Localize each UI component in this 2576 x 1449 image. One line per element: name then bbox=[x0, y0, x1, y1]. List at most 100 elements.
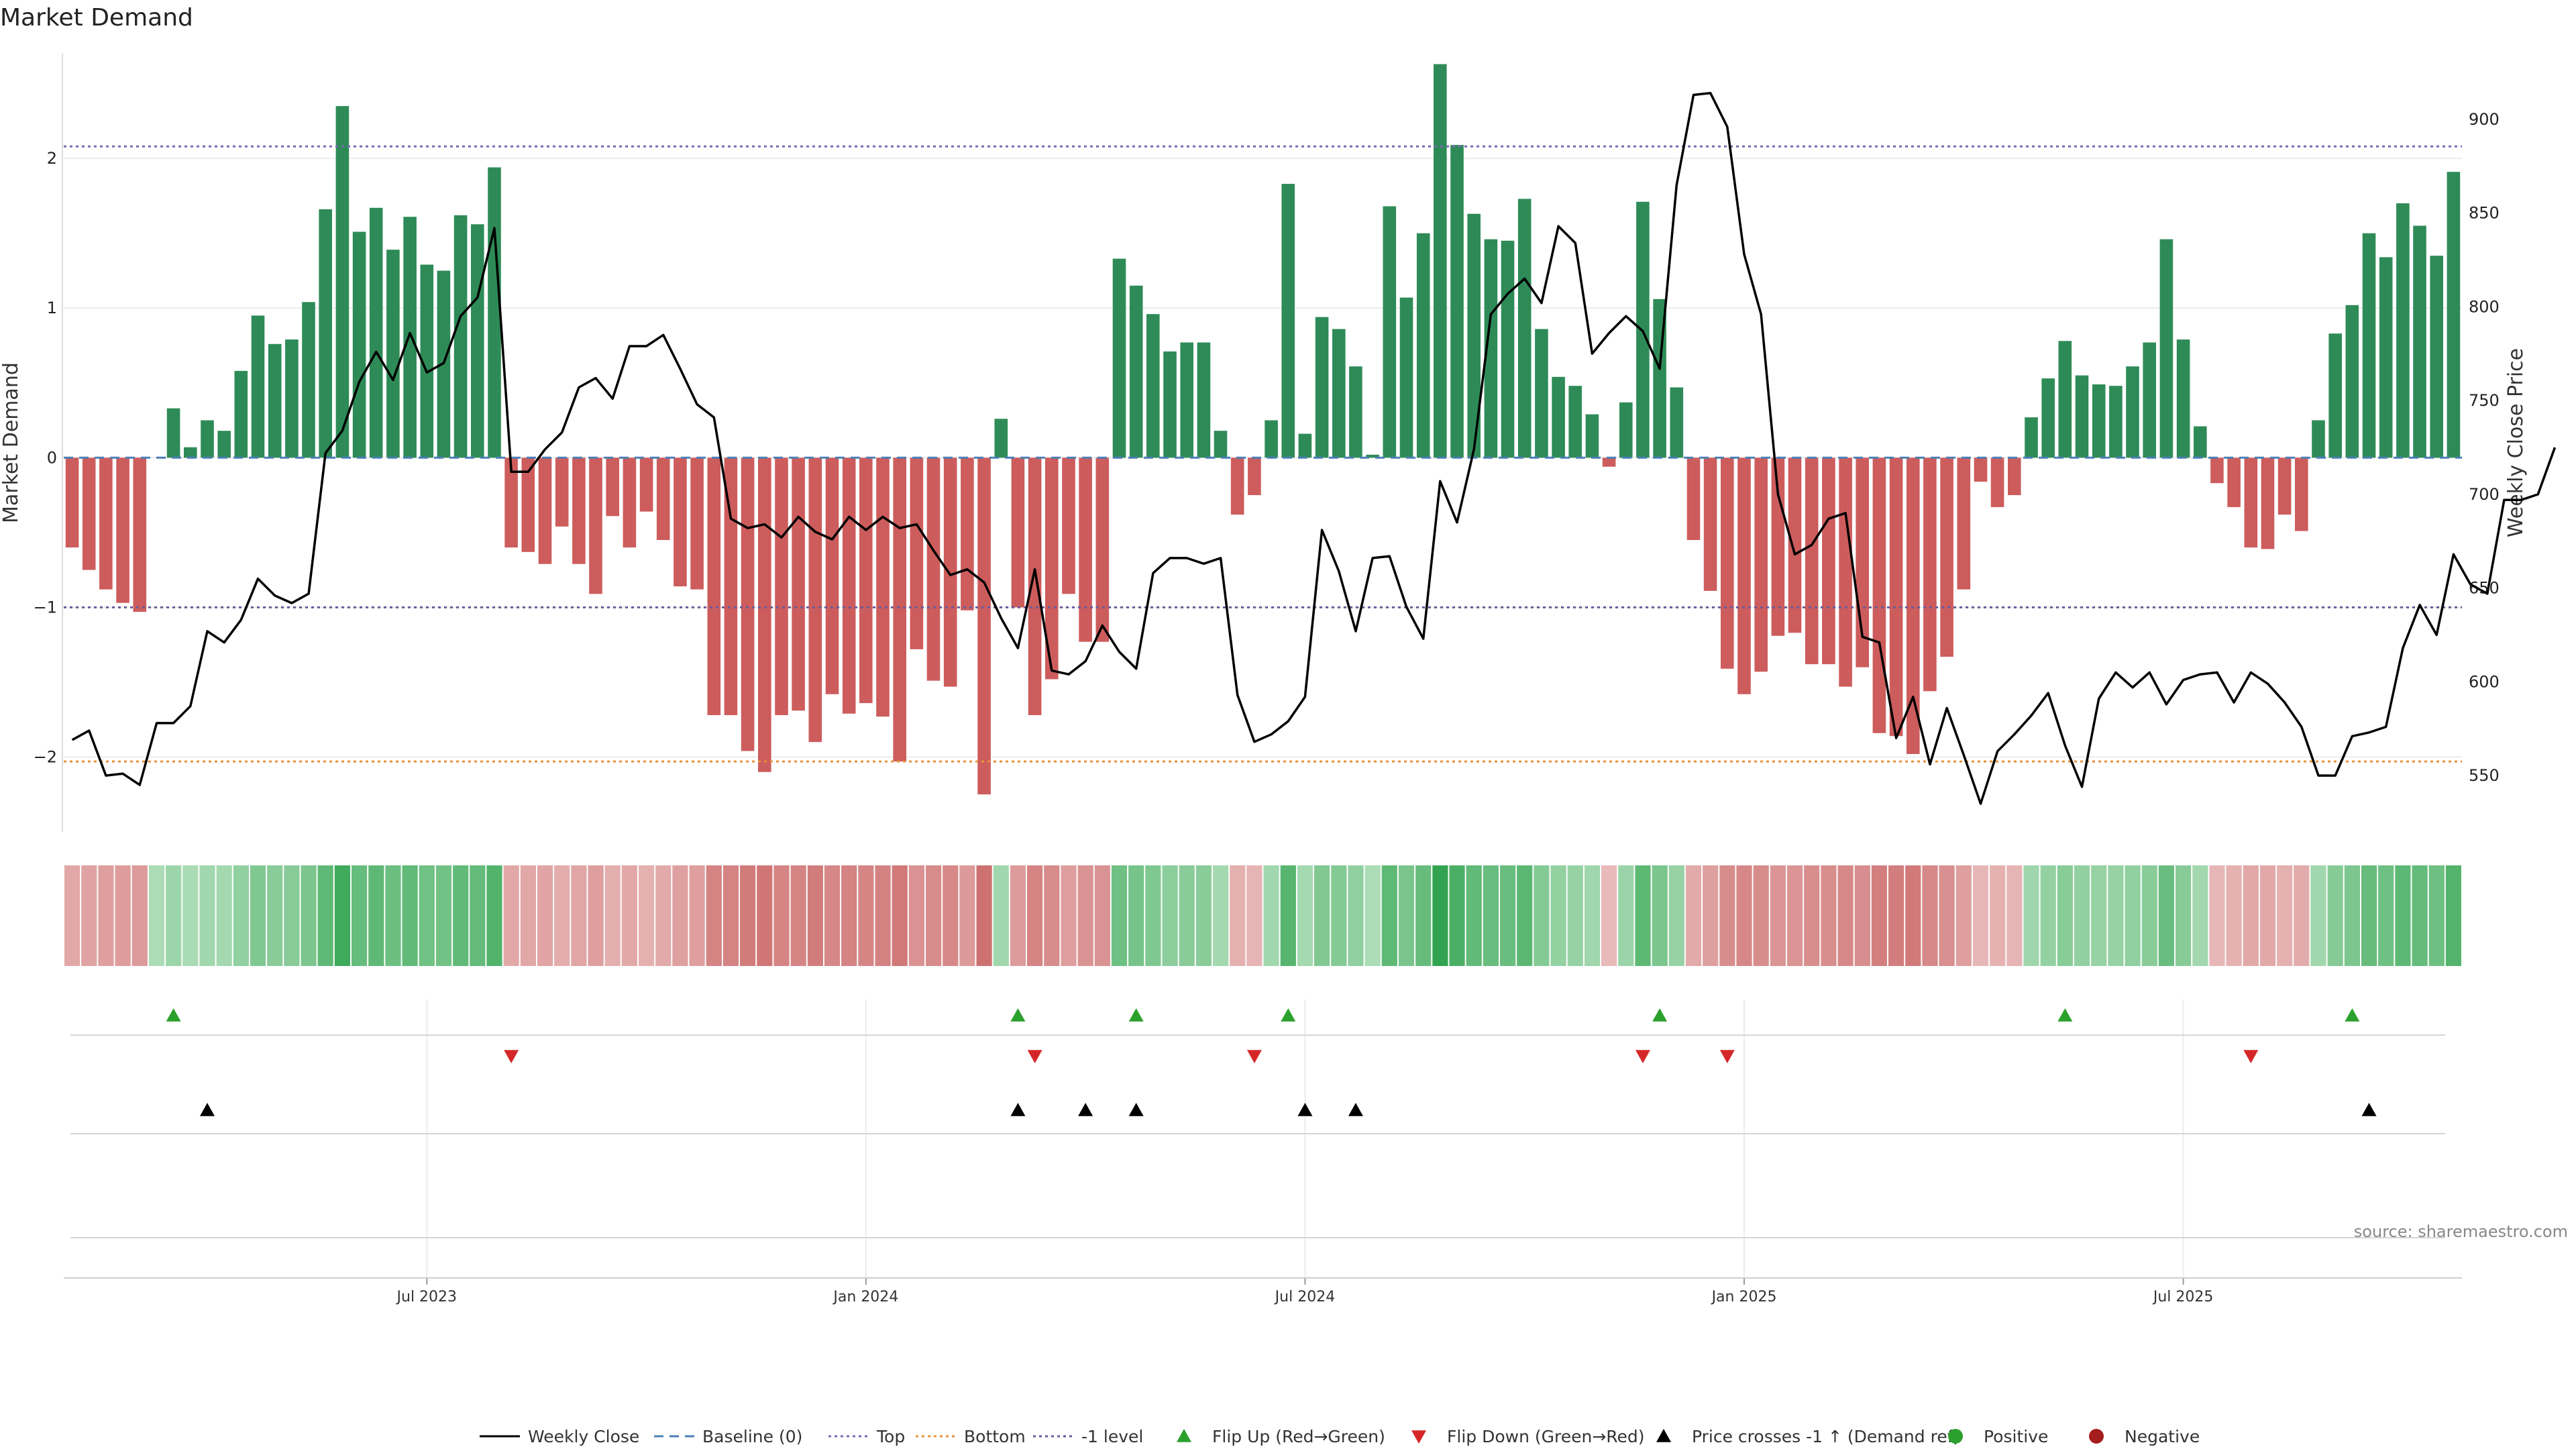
negative-bar bbox=[724, 458, 738, 715]
heat-cell bbox=[2074, 865, 2090, 966]
positive-bar bbox=[386, 250, 400, 458]
heat-cell bbox=[976, 865, 992, 966]
heat-cell bbox=[1061, 865, 1077, 966]
heat-cell bbox=[2141, 865, 2157, 966]
negative-bar bbox=[1822, 458, 1835, 665]
heat-cell bbox=[908, 865, 924, 966]
flip-up-marker bbox=[166, 1008, 181, 1022]
x-tick-label: Jan 2024 bbox=[832, 1289, 898, 1305]
negative-bar bbox=[1805, 458, 1819, 665]
heat-cell bbox=[1500, 865, 1516, 966]
positive-bar bbox=[1416, 233, 1430, 458]
negative-bar bbox=[656, 458, 670, 540]
positive-bar bbox=[1450, 145, 1464, 458]
positive-bar bbox=[1399, 297, 1413, 458]
price-cross-marker bbox=[2361, 1103, 2377, 1116]
positive-bar bbox=[302, 302, 315, 458]
x-tick-label: Jul 2025 bbox=[2152, 1289, 2214, 1305]
heat-cell bbox=[807, 865, 823, 966]
positive-bar bbox=[2075, 375, 2089, 458]
heat-cell bbox=[1398, 865, 1415, 966]
heat-cell bbox=[639, 865, 655, 966]
positive-bar bbox=[1552, 376, 1565, 458]
positive-bar bbox=[2447, 172, 2461, 458]
y2-axis-label: Weekly Close Price bbox=[2504, 348, 2528, 537]
negative-bar bbox=[1721, 458, 1734, 669]
heat-cell bbox=[1213, 865, 1229, 966]
negative-bar bbox=[555, 458, 569, 527]
y-tick-label: −2 bbox=[34, 747, 57, 766]
legend-label: Weekly Close bbox=[528, 1427, 639, 1446]
negative-bar bbox=[1788, 458, 1802, 633]
legend-label: Bottom bbox=[964, 1427, 1026, 1446]
y2-tick-label: 700 bbox=[2469, 485, 2500, 504]
heat-cell bbox=[1854, 865, 1870, 966]
positive-bar bbox=[2194, 426, 2207, 458]
positive-bar bbox=[1585, 414, 1599, 458]
heat-cell bbox=[2158, 865, 2174, 966]
heat-cell bbox=[2209, 865, 2225, 966]
heat-cell bbox=[1618, 865, 1634, 966]
positive-bar bbox=[2058, 341, 2072, 458]
heat-cell bbox=[571, 865, 587, 966]
heat-cell bbox=[2294, 865, 2310, 966]
price-cross-marker bbox=[1078, 1103, 1093, 1116]
heat-cell bbox=[1871, 865, 1887, 966]
negative-bar bbox=[1839, 458, 1852, 687]
heat-cell bbox=[486, 865, 502, 966]
negative-bar bbox=[893, 458, 906, 762]
heat-cell bbox=[892, 865, 908, 966]
price-cross-marker bbox=[1010, 1103, 1026, 1116]
y2-tick-label: 600 bbox=[2469, 672, 2500, 691]
positive-bar bbox=[335, 106, 350, 458]
heat-cell bbox=[2344, 865, 2360, 966]
negative-bar bbox=[1095, 458, 1110, 642]
heat-cell bbox=[773, 865, 790, 966]
positive-bar bbox=[1129, 285, 1143, 458]
negative-bar bbox=[775, 458, 788, 715]
positive-bar bbox=[1535, 329, 1548, 458]
heat-cell bbox=[148, 865, 165, 966]
negative-bar bbox=[639, 458, 653, 512]
heat-cell bbox=[1466, 865, 1482, 966]
negative-bar bbox=[1957, 458, 1971, 590]
heat-cell bbox=[2428, 865, 2445, 966]
y-tick-label: 2 bbox=[47, 149, 57, 168]
heat-cell bbox=[1821, 865, 1837, 966]
heat-cell bbox=[284, 865, 300, 966]
price-cross-marker bbox=[199, 1103, 215, 1116]
x-tick-label: Jul 2023 bbox=[396, 1289, 458, 1305]
heat-cell bbox=[1990, 865, 2006, 966]
heat-cell bbox=[1719, 865, 1735, 966]
positive-bar bbox=[471, 224, 484, 458]
y2-tick-label: 650 bbox=[2469, 579, 2500, 598]
positive-bar bbox=[1265, 420, 1278, 458]
heat-cell bbox=[740, 865, 756, 966]
positive-bar bbox=[352, 231, 366, 458]
negative-bar bbox=[792, 458, 805, 711]
legend-label: -1 level bbox=[1081, 1427, 1143, 1446]
positive-bar bbox=[488, 167, 501, 458]
y2-tick-label: 800 bbox=[2469, 297, 2500, 316]
positive-bar bbox=[285, 339, 299, 458]
heat-cell bbox=[2040, 865, 2056, 966]
positive-bar bbox=[1180, 342, 1193, 458]
heat-cell bbox=[98, 865, 114, 966]
negative-bar bbox=[1686, 458, 1701, 540]
negative-bar bbox=[623, 458, 637, 548]
heat-cell bbox=[2057, 865, 2073, 966]
heat-cell bbox=[1736, 865, 1752, 966]
legend-label: Flip Up (Red→Green) bbox=[1212, 1427, 1385, 1446]
positive-bar bbox=[2109, 386, 2123, 458]
heat-cell bbox=[1145, 865, 1161, 966]
negative-bar bbox=[572, 458, 586, 564]
heat-cell bbox=[2277, 865, 2293, 966]
positive-bar bbox=[994, 419, 1008, 458]
flip-up-marker bbox=[1281, 1008, 1296, 1022]
positive-bar bbox=[1281, 184, 1295, 458]
heat-cell bbox=[334, 865, 350, 966]
heat-cell bbox=[858, 865, 874, 966]
heat-cell bbox=[2445, 865, 2461, 966]
heat-cell bbox=[926, 865, 942, 966]
negative-bar bbox=[1974, 458, 1988, 482]
